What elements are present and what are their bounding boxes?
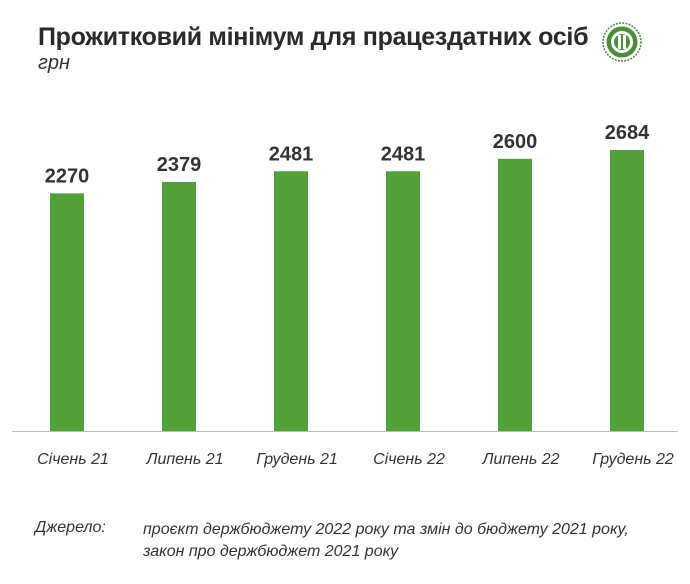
x-tick-label: Грудень 21 (256, 451, 338, 468)
source-line: закон про держбюджет 2021 року (143, 543, 399, 560)
data-label: 2481 (269, 143, 314, 165)
data-label: 2270 (45, 165, 90, 187)
x-tick-label: Січень 21 (37, 451, 109, 468)
x-tick-label: Грудень 22 (592, 451, 674, 468)
bar (610, 150, 644, 431)
bar (50, 193, 84, 431)
bar (274, 171, 308, 431)
data-label: 2600 (493, 131, 538, 153)
data-label: 2684 (605, 122, 650, 144)
chart-title: Прожитковий мінімум для працездатних осі… (38, 23, 589, 51)
bar (162, 181, 196, 431)
source-line: проєкт держбюджету 2022 року та змін до … (143, 521, 629, 538)
bar-chart: 2270 Січень 21 2379 Липень 21 2481 Грудень 21… (12, 122, 678, 468)
bar (498, 158, 532, 431)
data-label: 2481 (381, 143, 426, 165)
data-label: 2379 (157, 154, 202, 176)
source-label: Джерело: (35, 519, 106, 536)
source-text: проєкт держбюджету 2022 року та змін до … (143, 519, 683, 563)
ekonomichna-pravda-logo-icon (602, 22, 642, 62)
bar (386, 171, 420, 431)
unit-label: грн (38, 52, 70, 74)
x-tick-label: Січень 22 (373, 451, 445, 468)
x-tick-label: Липень 21 (145, 451, 223, 468)
x-tick-label: Липень 22 (481, 451, 559, 468)
